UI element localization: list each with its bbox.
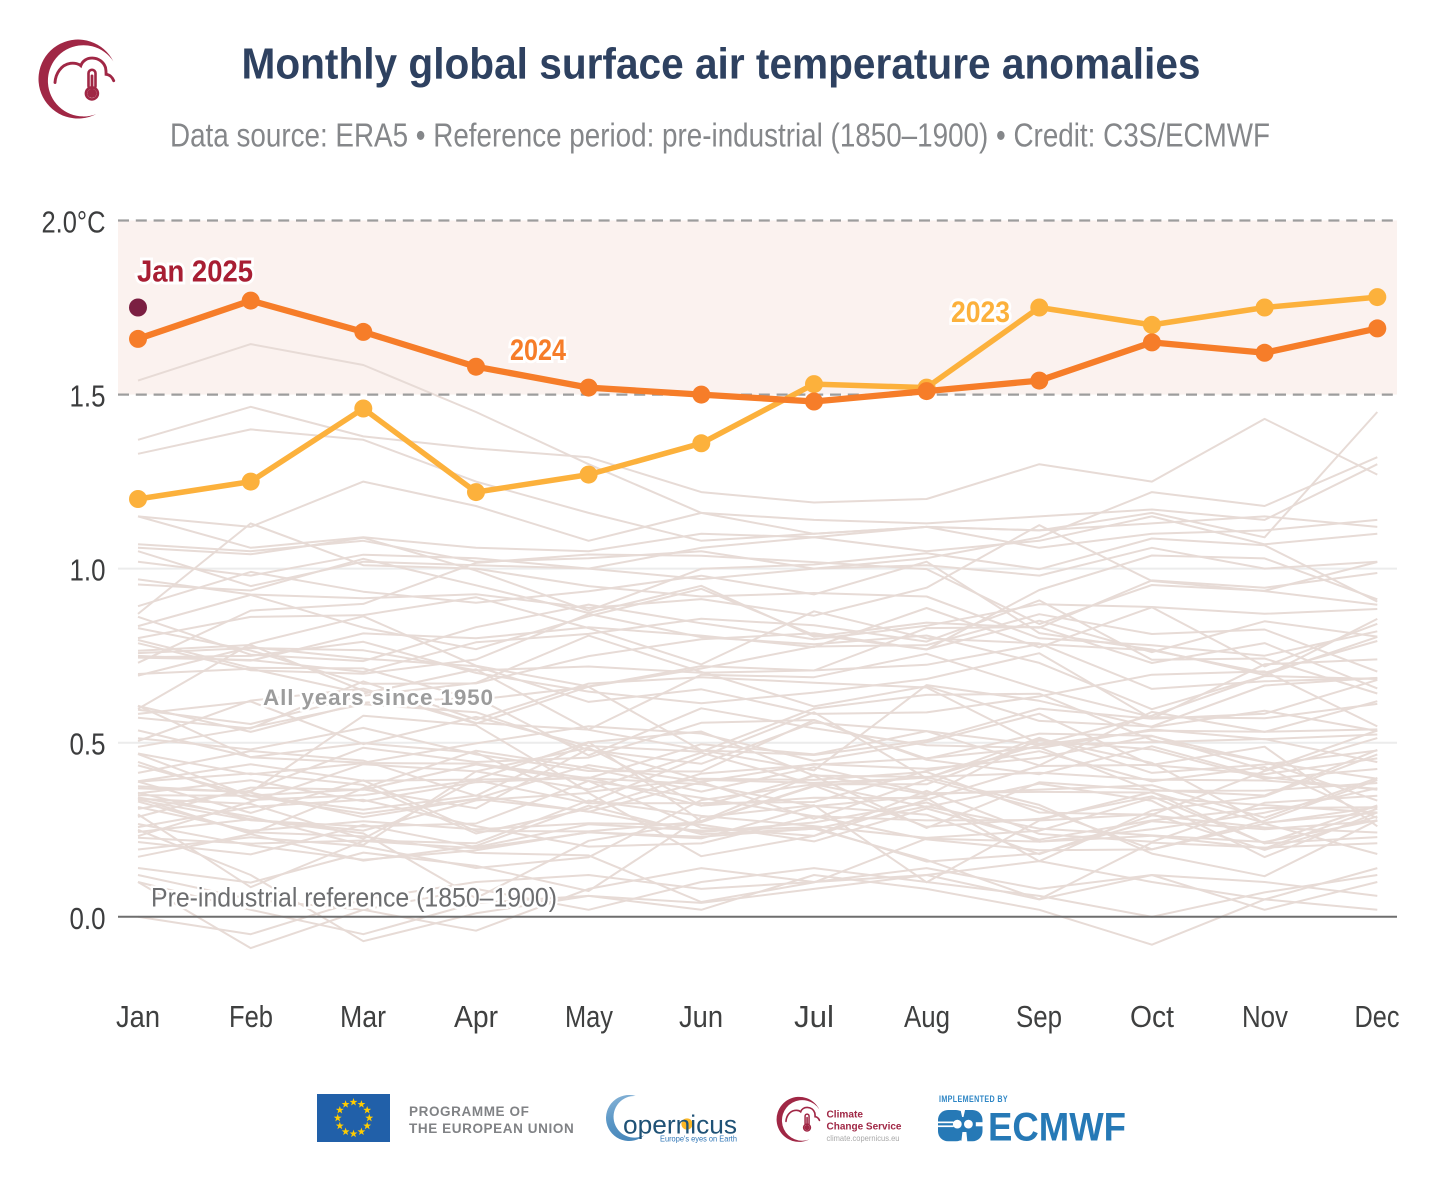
svg-text:Jun: Jun bbox=[679, 999, 723, 1034]
svg-text:May: May bbox=[565, 999, 613, 1034]
svg-text:Oct: Oct bbox=[1130, 999, 1174, 1034]
svg-text:0.0: 0.0 bbox=[70, 901, 106, 936]
svg-text:Jan 2025: Jan 2025 bbox=[137, 254, 253, 289]
svg-text:Jul: Jul bbox=[794, 999, 834, 1034]
svg-text:2024: 2024 bbox=[510, 334, 566, 367]
svg-text:THE EUROPEAN UNION: THE EUROPEAN UNION bbox=[409, 1121, 574, 1136]
svg-text:IMPLEMENTED BY: IMPLEMENTED BY bbox=[939, 1094, 1008, 1105]
svg-text:climate.copernicus.eu: climate.copernicus.eu bbox=[827, 1133, 900, 1143]
svg-text:Monthly global surface air tem: Monthly global surface air temperature a… bbox=[242, 40, 1201, 89]
svg-text:Mar: Mar bbox=[340, 999, 386, 1034]
svg-text:2.0°C: 2.0°C bbox=[42, 205, 106, 240]
svg-text:PROGRAMME OF: PROGRAMME OF bbox=[409, 1104, 529, 1119]
svg-text:Change Service: Change Service bbox=[827, 1121, 902, 1132]
svg-text:Apr: Apr bbox=[454, 999, 498, 1034]
svg-text:0.5: 0.5 bbox=[70, 727, 106, 762]
svg-text:Data source: ERA5 • Reference: Data source: ERA5 • Reference period: pr… bbox=[170, 117, 1270, 154]
svg-text:Pre-industrial reference (1850: Pre-industrial reference (1850–1900) bbox=[151, 883, 557, 913]
svg-text:Climate: Climate bbox=[827, 1109, 864, 1120]
svg-text:Nov: Nov bbox=[1242, 999, 1288, 1034]
svg-text:Sep: Sep bbox=[1016, 999, 1062, 1034]
svg-text:2023: 2023 bbox=[951, 296, 1010, 329]
svg-text:Feb: Feb bbox=[229, 999, 273, 1034]
svg-text:Europe's eyes on Earth: Europe's eyes on Earth bbox=[660, 1134, 737, 1144]
svg-text:Jan: Jan bbox=[116, 999, 160, 1034]
svg-text:1.0: 1.0 bbox=[70, 553, 106, 588]
svg-text:All years since 1950: All years since 1950 bbox=[263, 685, 494, 710]
svg-text:opernicus: opernicus bbox=[623, 1110, 737, 1140]
svg-text:1.5: 1.5 bbox=[70, 379, 106, 414]
svg-text:Aug: Aug bbox=[904, 999, 950, 1034]
svg-text:ECMWF: ECMWF bbox=[988, 1106, 1126, 1150]
svg-text:Dec: Dec bbox=[1355, 999, 1400, 1034]
